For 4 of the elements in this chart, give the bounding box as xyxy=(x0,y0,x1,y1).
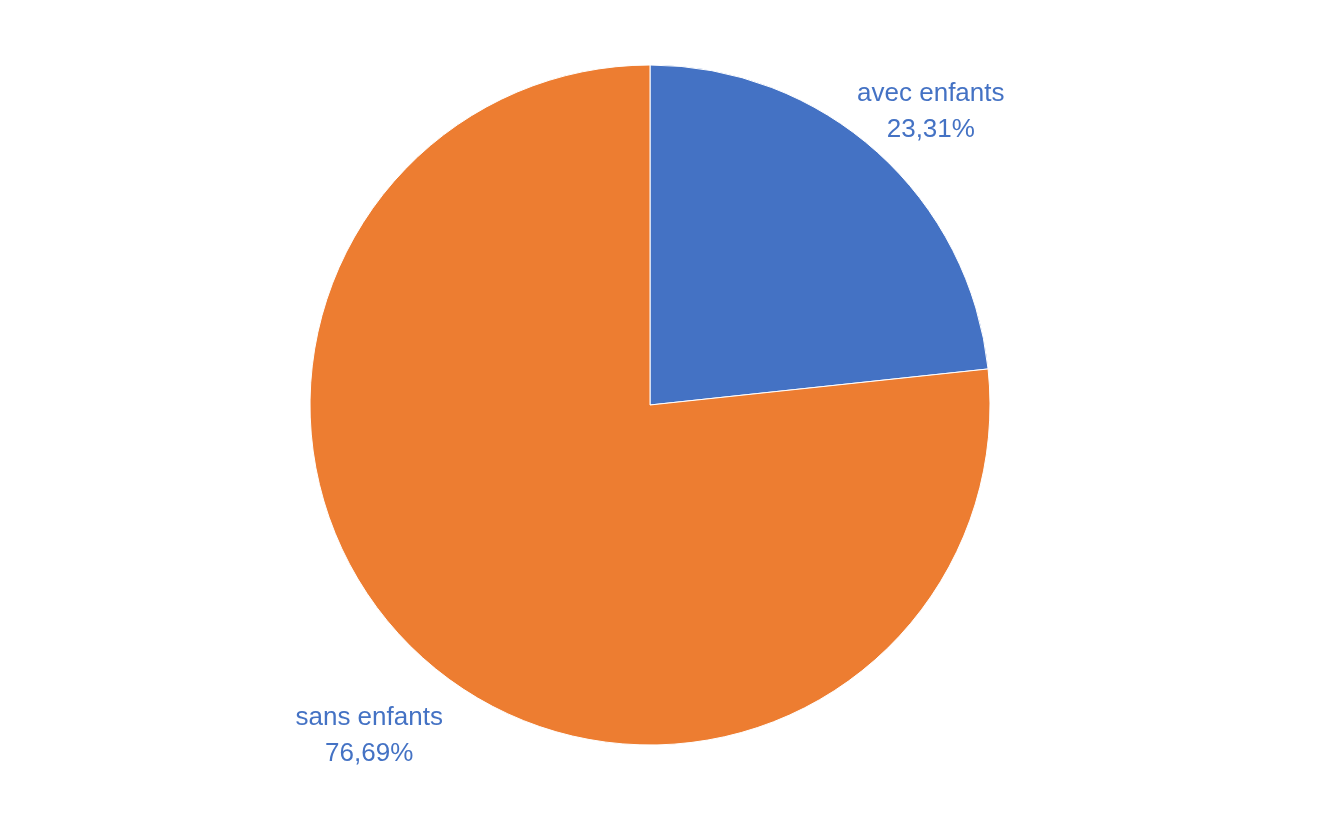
slice-label: avec enfants xyxy=(857,76,1005,107)
data-label: 76,69% xyxy=(325,737,414,768)
slice-label: sans enfants xyxy=(295,701,443,732)
data-label: 23,31% xyxy=(886,112,975,143)
